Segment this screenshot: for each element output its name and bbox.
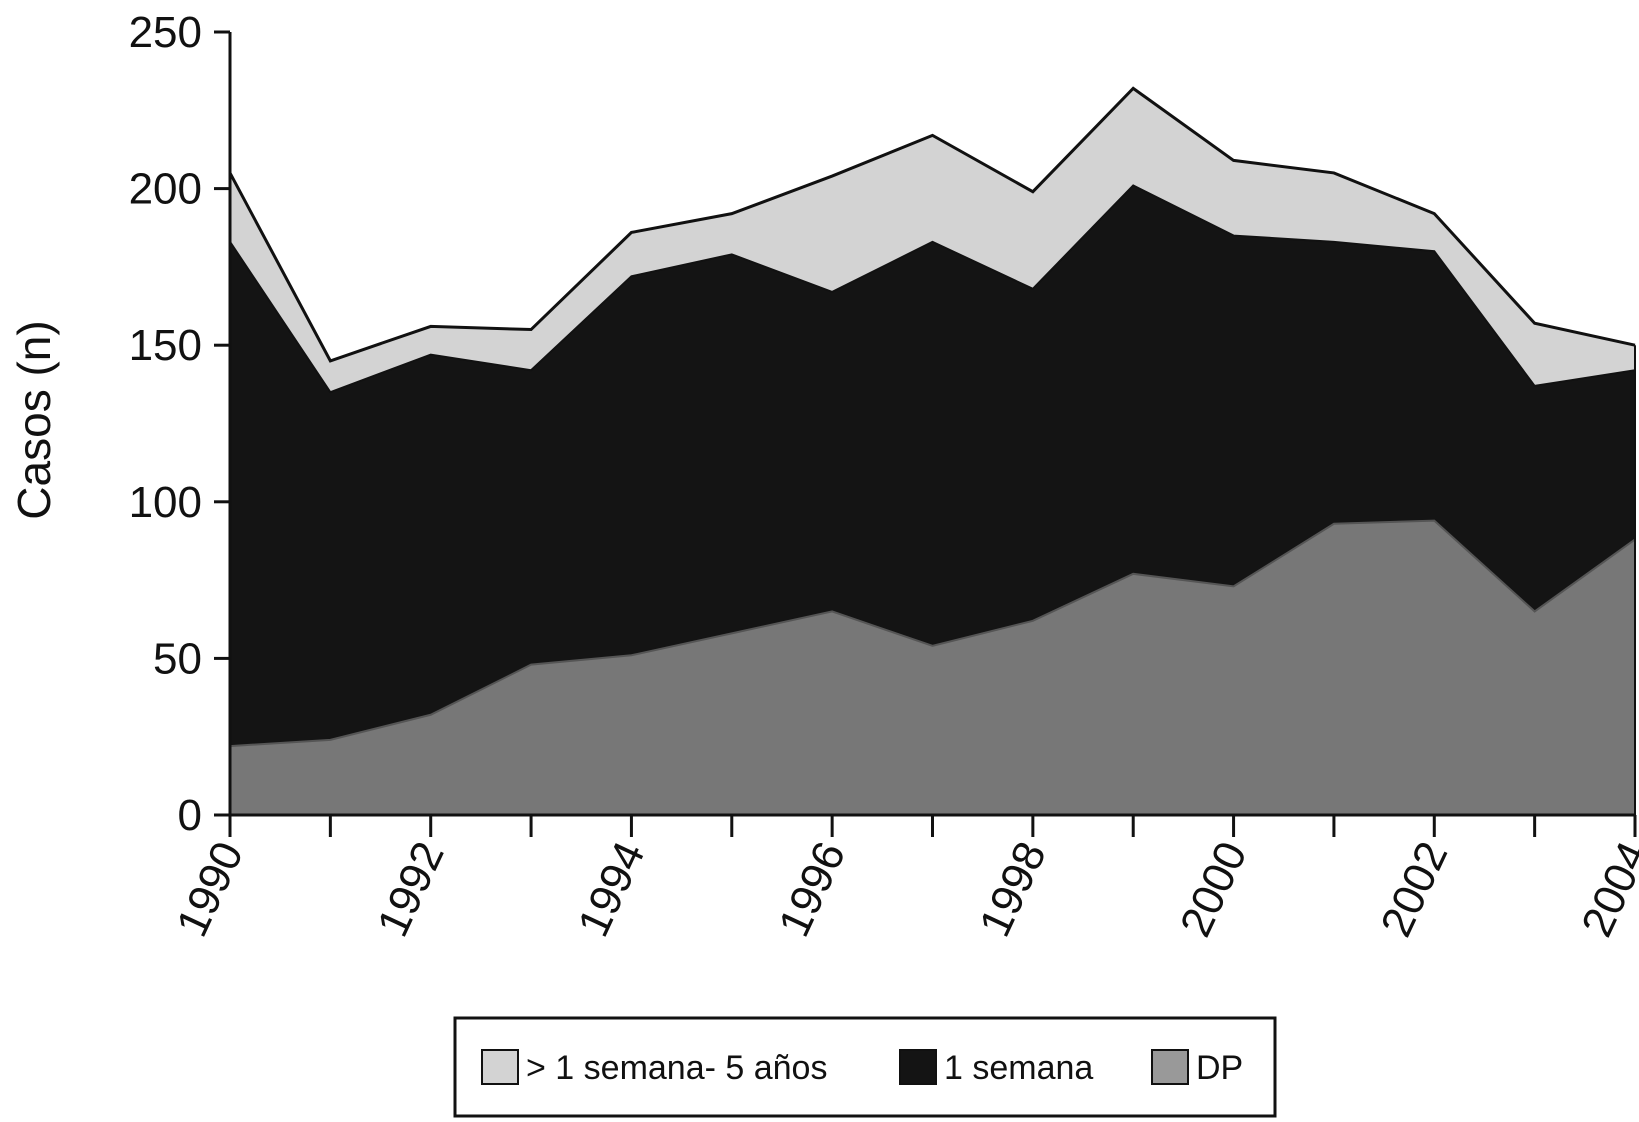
legend-box (453, 1016, 1277, 1118)
x-axis: 1990 1992 1994 1996 1998 2000 2002 2004 (167, 813, 1639, 944)
y-tick-label: 100 (129, 478, 202, 527)
series-line-0 (229, 519, 1636, 748)
x-tick-label: 2002 (1372, 835, 1458, 944)
legend-swatch (481, 1049, 519, 1085)
legend-label: 1 semana (944, 1049, 1093, 1087)
y-tick-label: 200 (129, 165, 202, 214)
x-tick-label: 1994 (569, 835, 655, 944)
series-line-1 (229, 184, 1636, 394)
area-0 (230, 520, 1635, 815)
legend: > 1 semana- 5 años 1 semana DP (453, 1016, 1277, 1118)
y-tick-label: 50 (153, 634, 202, 683)
area-2 (230, 88, 1635, 393)
area-layers (228, 86, 1636, 815)
x-tick-label: 1992 (368, 835, 454, 944)
legend-swatch (1151, 1049, 1189, 1085)
legend-swatch (899, 1049, 937, 1085)
x-tick-label: 2000 (1171, 835, 1257, 944)
y-axis: 0 50 100 150 200 250 (129, 8, 232, 840)
y-tick-label: 0 (178, 791, 202, 840)
y-tick-label: 250 (129, 8, 202, 57)
x-tick-label: 1998 (970, 835, 1056, 944)
legend-label: > 1 semana- 5 años (526, 1049, 827, 1087)
y-axis-title: Casos (n) (8, 320, 60, 519)
x-tick-label: 1996 (769, 835, 855, 944)
x-tick-label: 1990 (167, 835, 253, 944)
x-tick-label: 2004 (1572, 835, 1639, 944)
area-1 (230, 185, 1635, 747)
legend-label: DP (1196, 1049, 1243, 1087)
series-line-2 (228, 86, 1636, 363)
y-tick-label: 150 (129, 321, 202, 370)
